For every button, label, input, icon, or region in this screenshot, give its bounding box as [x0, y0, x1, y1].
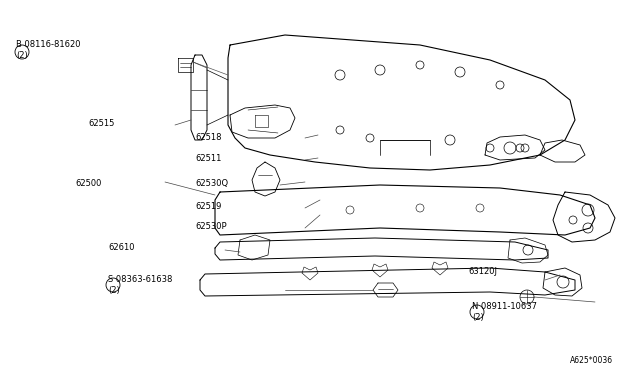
Text: A625*0036: A625*0036	[570, 356, 613, 365]
Text: S 08363-61638
(2): S 08363-61638 (2)	[108, 275, 172, 295]
Text: 62511: 62511	[195, 154, 221, 163]
Text: 62530P: 62530P	[195, 221, 227, 231]
Text: B 08116-81620
(2): B 08116-81620 (2)	[16, 40, 81, 60]
Text: 62500: 62500	[75, 179, 101, 187]
Text: 62519: 62519	[195, 202, 221, 211]
Text: 62515: 62515	[88, 119, 115, 128]
Text: 62518: 62518	[195, 132, 221, 141]
Text: 62610: 62610	[108, 244, 134, 253]
Text: 63120J: 63120J	[468, 267, 497, 276]
Text: N 08911-10637
(2): N 08911-10637 (2)	[472, 302, 537, 322]
Text: 62530Q: 62530Q	[195, 179, 228, 187]
